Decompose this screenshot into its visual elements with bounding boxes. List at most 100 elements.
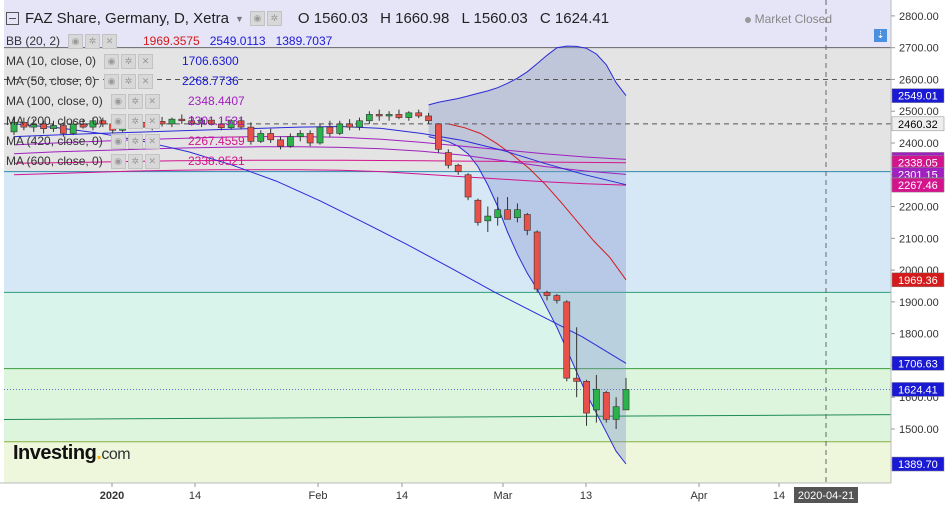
candle[interactable] xyxy=(602,392,610,420)
close-icon[interactable]: ✕ xyxy=(144,114,160,129)
eye-icon[interactable]: ◉ xyxy=(249,11,265,26)
candle[interactable] xyxy=(533,231,541,290)
price-label-box xyxy=(891,272,945,288)
candle[interactable] xyxy=(405,112,413,118)
candle[interactable] xyxy=(553,295,561,301)
candle[interactable] xyxy=(247,126,255,142)
indicator-row[interactable]: MA (50, close, 0) ◉ ✲ ✕ 2268.7736 xyxy=(6,73,239,89)
candle[interactable] xyxy=(168,118,176,125)
candle[interactable] xyxy=(267,133,275,141)
candle[interactable] xyxy=(494,209,502,218)
candle[interactable] xyxy=(395,114,403,118)
candle[interactable] xyxy=(89,120,97,128)
candle[interactable] xyxy=(99,120,107,125)
candle[interactable] xyxy=(50,125,57,129)
gear-icon[interactable]: ✲ xyxy=(127,94,143,109)
candle[interactable] xyxy=(415,112,423,117)
eye-icon[interactable]: ◉ xyxy=(104,54,120,69)
candle[interactable] xyxy=(356,120,363,128)
candle[interactable] xyxy=(543,292,551,296)
candle[interactable] xyxy=(583,381,590,414)
gear-icon[interactable]: ✲ xyxy=(266,11,282,26)
chevron-down-icon[interactable]: ▼ xyxy=(234,13,244,24)
candle[interactable] xyxy=(484,215,492,222)
candle[interactable] xyxy=(474,199,482,223)
candle[interactable] xyxy=(316,126,324,144)
eye-icon[interactable]: ◉ xyxy=(110,94,126,109)
gear-icon[interactable]: ✲ xyxy=(127,114,143,129)
eye-icon[interactable]: ◉ xyxy=(110,154,126,169)
eye-icon[interactable]: ◉ xyxy=(68,34,84,49)
candle[interactable] xyxy=(217,123,225,129)
eye-icon[interactable]: ◉ xyxy=(110,134,126,149)
indicator-values: 1969.3575 2549.0113 1389.7037 xyxy=(143,34,342,48)
candle[interactable] xyxy=(444,152,452,166)
candle[interactable] xyxy=(346,123,353,128)
candle[interactable] xyxy=(573,377,581,382)
candle[interactable] xyxy=(296,133,304,137)
gear-icon[interactable]: ✲ xyxy=(121,74,137,89)
candle[interactable] xyxy=(612,406,620,420)
candle[interactable] xyxy=(198,119,205,124)
candle[interactable] xyxy=(237,120,245,128)
candle[interactable] xyxy=(287,136,294,147)
candle[interactable] xyxy=(464,174,472,198)
candle[interactable] xyxy=(425,115,432,122)
candle[interactable] xyxy=(10,122,18,133)
candle[interactable] xyxy=(59,125,67,134)
candle[interactable] xyxy=(306,133,314,144)
price-label-text: 2460.32 xyxy=(898,119,938,131)
candle[interactable] xyxy=(563,301,571,379)
eye-icon[interactable]: ◉ xyxy=(110,114,126,129)
candle[interactable] xyxy=(504,209,511,220)
indicator-row[interactable]: MA (200, close, 0) ◉ ✲ ✕ 2301.1531 xyxy=(6,113,245,129)
eye-icon[interactable]: ◉ xyxy=(104,74,120,89)
close-icon[interactable]: ✕ xyxy=(144,134,160,149)
candle[interactable] xyxy=(208,119,215,125)
indicator-row[interactable]: MA (10, close, 0) ◉ ✲ ✕ 1706.6300 xyxy=(6,53,239,69)
candle[interactable] xyxy=(326,126,334,134)
candle[interactable] xyxy=(523,214,531,231)
candle[interactable] xyxy=(79,123,87,128)
candle[interactable] xyxy=(375,114,383,117)
indicator-row[interactable]: MA (420, close, 0) ◉ ✲ ✕ 2267.4559 xyxy=(6,133,245,149)
candle[interactable] xyxy=(20,122,28,128)
candle[interactable] xyxy=(188,120,196,124)
candle[interactable] xyxy=(622,389,630,411)
candle[interactable] xyxy=(514,209,521,218)
candle[interactable] xyxy=(277,139,284,147)
candle[interactable] xyxy=(593,388,600,411)
gear-icon[interactable]: ✲ xyxy=(85,34,101,49)
candle[interactable] xyxy=(257,133,265,142)
indicator-row[interactable]: MA (600, close, 0) ◉ ✲ ✕ 2338.0521 xyxy=(6,153,245,169)
indicator-row[interactable]: MA (100, close, 0) ◉ ✲ ✕ 2348.4407 xyxy=(6,93,245,109)
close-icon[interactable]: ✕ xyxy=(138,74,154,89)
candle[interactable] xyxy=(336,123,344,134)
indicator-values: 2268.7736 xyxy=(182,74,249,88)
candle[interactable] xyxy=(40,123,47,129)
candle[interactable] xyxy=(30,123,38,128)
price-label-box xyxy=(891,177,945,193)
candle[interactable] xyxy=(365,114,373,122)
close-icon[interactable]: ✕ xyxy=(102,34,118,49)
candle[interactable] xyxy=(69,123,77,134)
close-icon[interactable]: ✕ xyxy=(144,154,160,169)
gear-icon[interactable]: ✲ xyxy=(127,134,143,149)
indicator-label: MA (200, close, 0) xyxy=(6,114,103,128)
close-icon[interactable]: ✕ xyxy=(138,54,154,69)
candle[interactable] xyxy=(454,164,462,172)
candle[interactable] xyxy=(178,118,186,122)
price-label-box xyxy=(891,88,945,103)
candle[interactable] xyxy=(227,120,235,129)
collapse-icon[interactable] xyxy=(6,12,19,25)
indicator-label: MA (420, close, 0) xyxy=(6,134,103,148)
scroll-down-icon[interactable]: ⇣ xyxy=(874,29,887,42)
candle[interactable] xyxy=(385,114,393,117)
gear-icon[interactable]: ✲ xyxy=(121,54,137,69)
high-value: H 1660.98 xyxy=(380,10,450,27)
gear-icon[interactable]: ✲ xyxy=(127,154,143,169)
indicator-row[interactable]: BB (20, 2) ◉ ✲ ✕ 1969.3575 2549.0113 1389.7037 xyxy=(6,33,332,49)
candle[interactable] xyxy=(435,123,442,150)
close-icon[interactable]: ✕ xyxy=(144,94,160,109)
